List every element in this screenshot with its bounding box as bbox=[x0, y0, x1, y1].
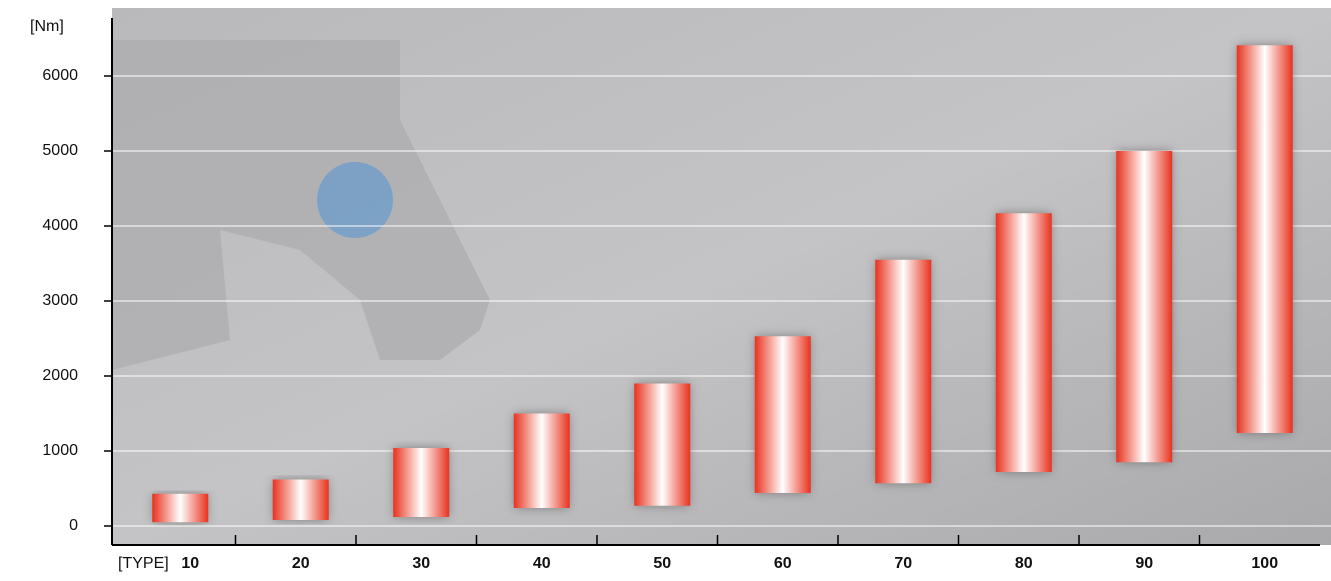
y-tick-label: 5000 bbox=[42, 142, 78, 159]
y-tick-label: 3000 bbox=[42, 292, 78, 309]
bar bbox=[393, 448, 450, 517]
bar bbox=[875, 259, 932, 484]
x-tick-label: 70 bbox=[894, 555, 912, 572]
y-tick-label: 0 bbox=[69, 517, 78, 534]
bar bbox=[513, 413, 570, 508]
tool-photo bbox=[112, 40, 490, 370]
bar bbox=[152, 493, 209, 523]
ip-badge bbox=[317, 162, 393, 238]
bar bbox=[272, 479, 329, 520]
bar bbox=[754, 336, 811, 493]
y-tick-label: 2000 bbox=[42, 367, 78, 384]
y-tick-label: 1000 bbox=[42, 442, 78, 459]
bar bbox=[995, 213, 1052, 472]
y-tick-label: 6000 bbox=[42, 67, 78, 84]
y-tick-label: 4000 bbox=[42, 217, 78, 234]
bar bbox=[634, 383, 691, 506]
x-tick-label: 60 bbox=[774, 555, 792, 572]
bar bbox=[1116, 151, 1173, 463]
y-axis-label: [Nm] bbox=[30, 18, 64, 35]
x-tick-label: 20 bbox=[292, 555, 310, 572]
x-tick-label: 10 bbox=[181, 555, 199, 572]
x-tick-label: 90 bbox=[1135, 555, 1153, 572]
x-tick-label: 80 bbox=[1015, 555, 1033, 572]
x-axis-label: [TYPE] bbox=[118, 555, 169, 572]
x-tick-label: 100 bbox=[1251, 555, 1278, 572]
x-tick-label: 30 bbox=[412, 555, 430, 572]
x-tick-label: 40 bbox=[533, 555, 551, 572]
bar bbox=[1236, 45, 1293, 433]
x-tick-label: 50 bbox=[653, 555, 671, 572]
